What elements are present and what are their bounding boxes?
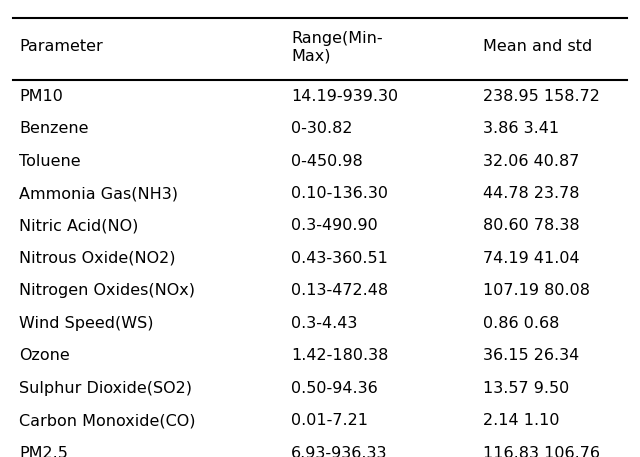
Text: 0.86 0.68: 0.86 0.68: [483, 316, 559, 331]
Text: Mean and std: Mean and std: [483, 39, 593, 54]
Text: PM2.5: PM2.5: [19, 446, 68, 457]
Text: Carbon Monoxide(CO): Carbon Monoxide(CO): [19, 413, 196, 428]
Text: Nitrous Oxide(NO2): Nitrous Oxide(NO2): [19, 251, 176, 266]
Text: 0.3-490.90: 0.3-490.90: [291, 218, 378, 234]
Text: 0.3-4.43: 0.3-4.43: [291, 316, 358, 331]
Text: 1.42-180.38: 1.42-180.38: [291, 348, 388, 363]
Text: 74.19 41.04: 74.19 41.04: [483, 251, 580, 266]
Text: 80.60 78.38: 80.60 78.38: [483, 218, 580, 234]
Text: 6.93-936.33: 6.93-936.33: [291, 446, 388, 457]
Text: 238.95 158.72: 238.95 158.72: [483, 89, 600, 104]
Text: 36.15 26.34: 36.15 26.34: [483, 348, 579, 363]
Text: 0.01-7.21: 0.01-7.21: [291, 413, 368, 428]
Text: 0.50-94.36: 0.50-94.36: [291, 381, 378, 396]
Text: 2.14 1.10: 2.14 1.10: [483, 413, 560, 428]
Text: 0.10-136.30: 0.10-136.30: [291, 186, 388, 201]
Text: Sulphur Dioxide(SO2): Sulphur Dioxide(SO2): [19, 381, 192, 396]
Text: Benzene: Benzene: [19, 121, 89, 136]
Text: 0-450.98: 0-450.98: [291, 154, 363, 169]
Text: Wind Speed(WS): Wind Speed(WS): [19, 316, 154, 331]
Text: 0.43-360.51: 0.43-360.51: [291, 251, 388, 266]
Text: 116.83 106.76: 116.83 106.76: [483, 446, 600, 457]
Text: 0-30.82: 0-30.82: [291, 121, 353, 136]
Text: 14.19-939.30: 14.19-939.30: [291, 89, 398, 104]
Text: 32.06 40.87: 32.06 40.87: [483, 154, 580, 169]
Text: Toluene: Toluene: [19, 154, 81, 169]
Text: Nitric Acid(NO): Nitric Acid(NO): [19, 218, 139, 234]
Text: Range(Min-
Max): Range(Min- Max): [291, 31, 383, 63]
Text: 0.13-472.48: 0.13-472.48: [291, 283, 388, 298]
Text: Parameter: Parameter: [19, 39, 103, 54]
Text: Ammonia Gas(NH3): Ammonia Gas(NH3): [19, 186, 178, 201]
Text: Nitrogen Oxides(NOx): Nitrogen Oxides(NOx): [19, 283, 195, 298]
Text: 13.57 9.50: 13.57 9.50: [483, 381, 570, 396]
Text: 44.78 23.78: 44.78 23.78: [483, 186, 580, 201]
Text: PM10: PM10: [19, 89, 63, 104]
Text: 3.86 3.41: 3.86 3.41: [483, 121, 559, 136]
Text: Ozone: Ozone: [19, 348, 70, 363]
Text: 107.19 80.08: 107.19 80.08: [483, 283, 590, 298]
